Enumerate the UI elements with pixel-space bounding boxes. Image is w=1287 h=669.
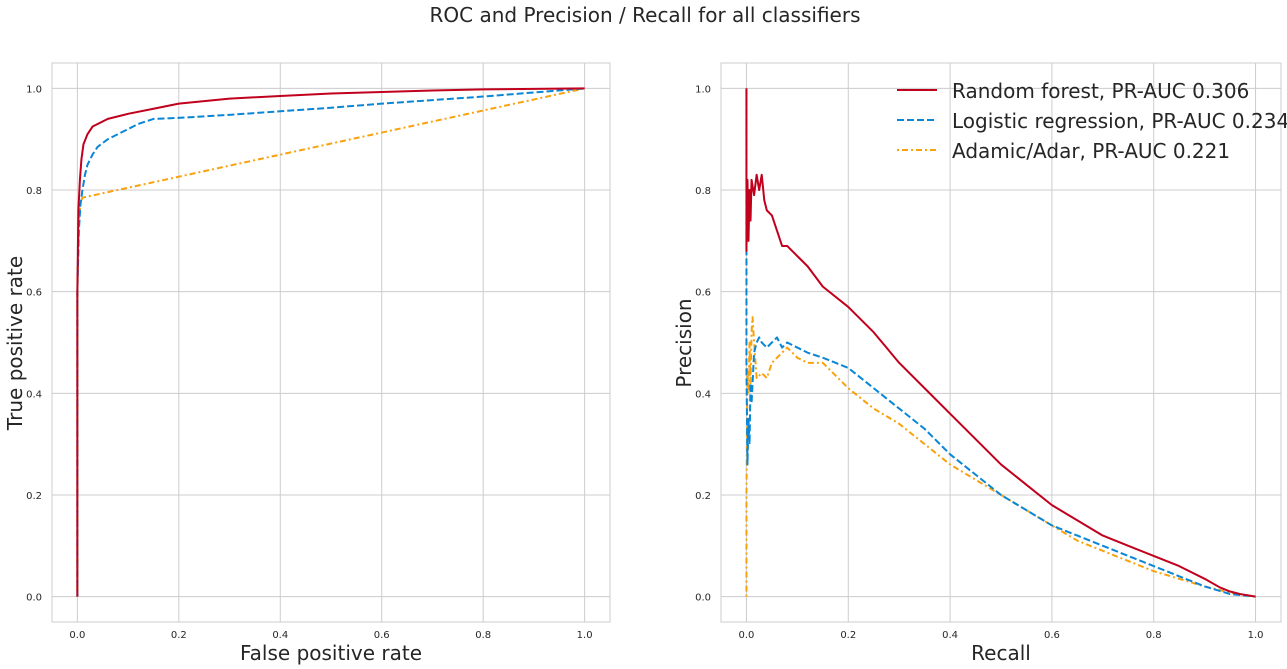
- pr-legend: Random forest, PR-AUC 0.306 Logistic reg…: [897, 79, 1287, 163]
- pr-x-tick-label: 0.0: [739, 630, 755, 641]
- pr-x-tick-label: 0.2: [840, 630, 856, 641]
- roc-series-lines: [76, 87, 585, 597]
- roc-y-tick-label: 0.8: [26, 186, 42, 197]
- legend-label-random-forest: Random forest, PR-AUC 0.306: [952, 79, 1249, 103]
- pr-y-tick-label: 0.2: [695, 491, 711, 502]
- pr-series-random-forest: [745, 88, 1256, 598]
- roc-y-tick-label: 1.0: [26, 84, 42, 95]
- roc-x-tick-label: 0.0: [69, 630, 85, 641]
- pr-x-tick-labels: 0.0 0.2 0.4 0.6 0.8 1.0: [739, 630, 1264, 641]
- roc-x-tick-label: 0.4: [272, 630, 288, 641]
- pr-y-tick-label: 1.0: [695, 84, 711, 95]
- pr-frame: [720, 62, 1282, 623]
- pr-panel: 0.0 0.2 0.4 0.6 0.8 1.0 0.0 0.2 0.4 0.6 0.8 1.0 Re…: [672, 62, 1287, 665]
- roc-x-axis-label: False positive rate: [240, 641, 422, 665]
- roc-plot-area: [52, 63, 610, 622]
- roc-x-tick-label: 0.8: [475, 630, 491, 641]
- roc-panel: 0.0 0.2 0.4 0.6 0.8 1.0 0.0 0.2 0.4 0.6 0.8 1.0 Fa…: [3, 62, 611, 665]
- pr-x-tick-label: 0.4: [942, 630, 958, 641]
- legend-label-adamic-adar: Adamic/Adar, PR-AUC 0.221: [952, 139, 1230, 163]
- roc-grid: [52, 63, 610, 622]
- roc-y-tick-label: 0.6: [26, 288, 42, 299]
- pr-series-lines: [745, 88, 1256, 598]
- pr-x-tick-label: 0.6: [1044, 630, 1060, 641]
- pr-x-tick-label: 1.0: [1248, 630, 1264, 641]
- pr-y-tick-label: 0.4: [695, 389, 711, 400]
- roc-series-logistic-regression: [76, 87, 585, 597]
- roc-y-tick-labels: 0.0 0.2 0.4 0.6 0.8 1.0: [26, 84, 42, 603]
- roc-series-random-forest: [76, 87, 585, 597]
- pr-y-tick-label: 0.6: [695, 288, 711, 299]
- roc-y-tick-label: 0.2: [26, 491, 42, 502]
- roc-y-tick-label: 0.4: [26, 389, 42, 400]
- legend-label-logistic-regression: Logistic regression, PR-AUC 0.234: [952, 109, 1287, 133]
- roc-frame: [51, 62, 611, 623]
- figure-title: ROC and Precision / Recall for all class…: [430, 3, 861, 27]
- roc-x-tick-label: 0.2: [171, 630, 187, 641]
- roc-x-tick-label: 0.6: [374, 630, 390, 641]
- roc-y-tick-label: 0.0: [26, 593, 42, 604]
- roc-y-axis-label: True positive rate: [3, 256, 27, 431]
- pr-y-tick-labels: 0.0 0.2 0.4 0.6 0.8 1.0: [695, 84, 711, 603]
- pr-x-axis-label: Recall: [971, 641, 1031, 665]
- pr-y-axis-label: Precision: [672, 298, 696, 387]
- pr-plot-area: [721, 63, 1281, 622]
- pr-x-tick-label: 0.8: [1146, 630, 1162, 641]
- pr-series-logistic-regression: [745, 88, 1256, 598]
- pr-series-adamic-adar: [745, 316, 1256, 598]
- pr-y-tick-label: 0.8: [695, 186, 711, 197]
- pr-y-tick-label: 0.0: [695, 593, 711, 604]
- roc-x-tick-label: 1.0: [577, 630, 593, 641]
- roc-x-tick-labels: 0.0 0.2 0.4 0.6 0.8 1.0: [69, 630, 592, 641]
